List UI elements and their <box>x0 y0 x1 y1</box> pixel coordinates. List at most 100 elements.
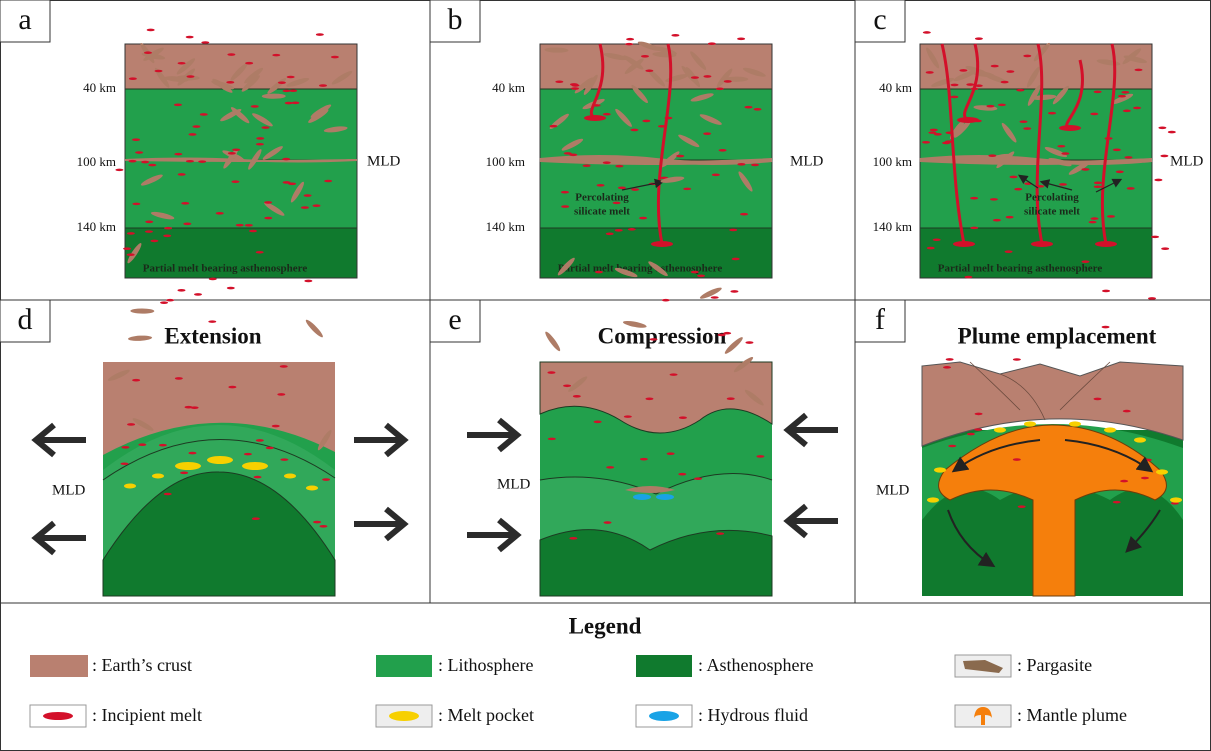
incipient-melt <box>232 148 240 151</box>
incipient-melt <box>745 341 753 344</box>
mld-label: MLD <box>52 482 86 498</box>
incipient-melt <box>192 125 200 128</box>
incipient-melt <box>724 80 732 83</box>
melt-pocket <box>152 474 164 479</box>
legend-title: Legend <box>569 613 642 638</box>
incipient-melt <box>148 164 156 167</box>
incipient-melt <box>603 113 611 116</box>
incipient-melt <box>603 161 611 164</box>
incipient-melt <box>694 477 702 480</box>
melt-pocket <box>1024 421 1036 426</box>
incipient-melt <box>650 338 658 341</box>
melt-pocket <box>175 462 201 470</box>
incipient-melt <box>120 462 128 465</box>
incipient-melt <box>272 425 280 428</box>
incipient-melt <box>1089 221 1097 224</box>
incipient-melt <box>597 184 605 187</box>
legend-label: : Asthenosphere <box>698 655 813 675</box>
incipient-melt <box>624 415 632 418</box>
incipient-melt <box>1127 187 1135 190</box>
incipient-melt <box>723 332 731 335</box>
incipient-melt <box>628 228 636 231</box>
panel-letter: f <box>875 303 885 336</box>
incipient-melt <box>711 296 719 299</box>
incipient-melt <box>1094 182 1102 185</box>
incipient-melt <box>679 416 687 419</box>
incipient-melt <box>1113 149 1121 152</box>
incipient-melt <box>561 191 569 194</box>
incipient-melt <box>1009 176 1017 179</box>
incipient-melt <box>289 89 297 92</box>
incipient-melt <box>159 444 167 447</box>
incipient-melt <box>1006 70 1014 73</box>
incipient-melt <box>1019 120 1027 123</box>
incipient-melt <box>249 230 257 233</box>
incipient-melt <box>1061 152 1069 155</box>
incipient-melt <box>183 223 191 226</box>
incipient-melt <box>1057 145 1065 148</box>
incipient-melt <box>927 247 935 250</box>
incipient-melt <box>1158 126 1166 129</box>
incipient-melt <box>751 164 759 167</box>
depth-label: 100 km <box>77 154 116 169</box>
incipient-melt <box>670 373 678 376</box>
incipient-melt <box>288 182 296 185</box>
incipient-melt <box>1006 216 1014 219</box>
incipient-melt <box>716 87 724 90</box>
figure: aPartial melt bearing asthenosphere40 km… <box>0 0 1211 751</box>
incipient-melt <box>256 439 264 442</box>
incipient-melt <box>145 230 153 233</box>
incipient-melt <box>227 287 235 290</box>
incipient-melt <box>256 137 264 140</box>
incipient-melt <box>564 152 572 155</box>
incipient-melt <box>583 164 591 167</box>
incipient-melt <box>1135 69 1143 72</box>
melt-pool <box>584 115 606 121</box>
melt-pool <box>651 241 673 247</box>
incipient-melt <box>606 233 614 236</box>
incipient-melt <box>313 521 321 524</box>
depth-label: 40 km <box>879 80 912 95</box>
incipient-melt <box>966 83 974 86</box>
depth-label: 140 km <box>873 219 912 234</box>
incipient-melt <box>1018 505 1026 508</box>
incipient-melt <box>164 227 172 230</box>
incipient-melt <box>1094 398 1102 401</box>
panel-title: Extension <box>164 323 261 348</box>
incipient-melt <box>201 41 209 44</box>
incipient-melt <box>1116 171 1124 174</box>
incipient-melt <box>948 445 956 448</box>
incipient-melt <box>189 133 197 136</box>
incipient-melt <box>990 198 998 201</box>
incipient-melt <box>712 174 720 177</box>
incipient-melt <box>754 108 762 111</box>
incipient-melt <box>186 75 194 78</box>
incipient-melt <box>1001 81 1009 84</box>
incipient-melt <box>959 69 967 72</box>
incipient-melt <box>639 217 647 220</box>
incipient-melt <box>304 194 312 197</box>
melt-pocket <box>994 427 1006 432</box>
incipient-melt <box>135 151 143 154</box>
incipient-melt <box>129 160 137 163</box>
melt-label: Percolating <box>1025 192 1079 204</box>
incipient-melt <box>549 125 557 128</box>
incipient-melt <box>160 301 168 304</box>
hydrous-fluid <box>656 494 674 500</box>
incipient-melt <box>974 428 982 431</box>
incipient-melt <box>988 154 996 157</box>
incipient-melt <box>1141 477 1149 480</box>
incipient-melt <box>132 203 140 206</box>
incipient-melt <box>1160 155 1168 158</box>
incipient-melt <box>756 455 764 458</box>
incipient-melt <box>926 71 934 74</box>
incipient-melt <box>252 517 260 520</box>
incipient-melt <box>129 77 137 80</box>
swatch-melt-pocket <box>389 711 419 721</box>
incipient-melt <box>1081 168 1089 171</box>
incipient-melt <box>1013 458 1021 461</box>
incipient-melt <box>729 229 737 232</box>
incipient-melt <box>278 81 286 84</box>
incipient-melt <box>970 88 978 91</box>
incipient-melt <box>245 62 253 65</box>
